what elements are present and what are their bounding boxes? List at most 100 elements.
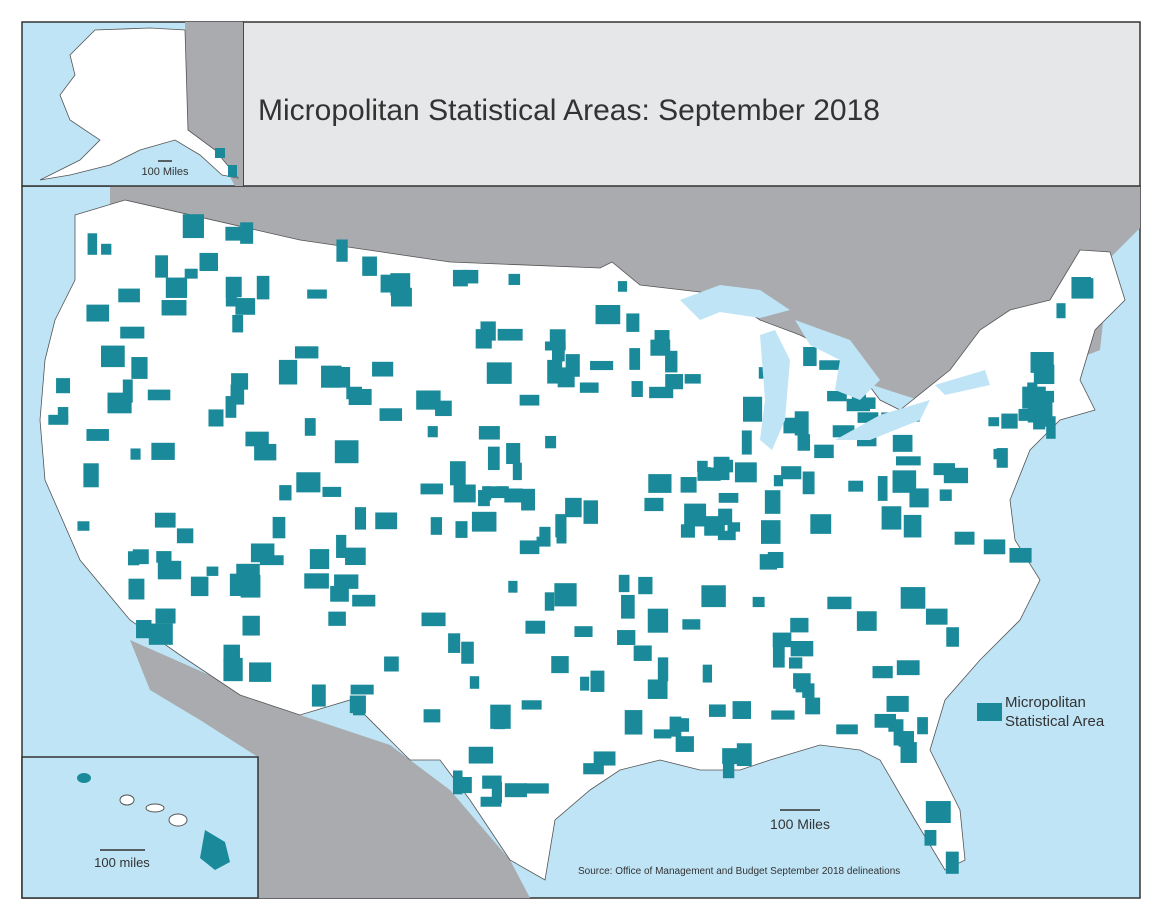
- micropolitan-area: [732, 701, 752, 719]
- micropolitan-area: [190, 576, 209, 597]
- micropolitan-area: [435, 400, 452, 417]
- micropolitan-area: [580, 676, 590, 691]
- micropolitan-area: [475, 329, 492, 349]
- micropolitan-area: [555, 514, 567, 538]
- micropolitan-area: [349, 695, 366, 714]
- micropolitan-area: [925, 801, 951, 824]
- micropolitan-area: [545, 435, 557, 449]
- title: Micropolitan Statistical Areas: Septembe…: [258, 94, 880, 127]
- micropolitan-area: [734, 462, 757, 483]
- micropolitan-area: [886, 695, 909, 712]
- scale-label: 100 Miles: [770, 816, 830, 832]
- micropolitan-area: [480, 796, 502, 807]
- micropolitan-area: [893, 731, 915, 746]
- source: Source: Office of Management and Budget …: [578, 866, 900, 877]
- micropolitan-area: [225, 396, 237, 418]
- micropolitan-area: [330, 585, 349, 602]
- micropolitan-area: [225, 276, 242, 298]
- micropolitan-area: [128, 578, 145, 600]
- micropolitan-area: [544, 592, 555, 611]
- micropolitan-area: [1040, 390, 1055, 403]
- micropolitan-area: [272, 516, 286, 539]
- micropolitan-area: [455, 521, 468, 538]
- micropolitan-area: [1001, 413, 1018, 429]
- micropolitan-area: [647, 679, 668, 699]
- micropolitan-area: [718, 508, 733, 526]
- micropolitan-area: [988, 417, 1000, 427]
- micropolitan-area: [536, 536, 548, 547]
- micropolitan-area: [430, 517, 443, 535]
- micropolitan-area: [595, 304, 621, 325]
- micropolitan-area: [453, 484, 476, 503]
- micropolitan-area: [421, 612, 446, 627]
- micropolitan-area: [648, 474, 672, 493]
- micropolitan-area: [156, 551, 172, 563]
- micropolitan-area: [549, 329, 566, 349]
- micropolitan-area: [232, 314, 244, 333]
- micropolitan-area: [773, 475, 784, 487]
- micropolitan-area: [547, 359, 563, 384]
- micropolitan-area: [101, 345, 125, 368]
- micropolitan-area: [618, 574, 630, 593]
- micropolitan-area: [675, 736, 694, 752]
- lake-erie: [835, 400, 930, 440]
- micropolitan-area: [304, 573, 329, 589]
- micropolitan-area: [294, 346, 319, 359]
- micropolitan-area: [83, 463, 99, 488]
- micropolitan-area: [629, 348, 641, 370]
- micropolitan-area: [236, 563, 260, 586]
- title-panel: [242, 21, 1141, 187]
- micropolitan-area: [235, 298, 256, 315]
- micropolitan-area: [278, 359, 298, 385]
- micropolitan-area: [579, 382, 599, 393]
- micropolitan-area: [525, 620, 546, 634]
- micropolitan-area: [223, 644, 240, 662]
- micropolitan-area: [895, 456, 921, 466]
- micropolitan-area: [336, 534, 347, 558]
- micropolitan-area: [814, 444, 834, 459]
- micropolitan-area: [176, 528, 194, 544]
- micropolitan-area: [701, 585, 726, 608]
- micropolitan-area: [57, 407, 69, 424]
- micropolitan-area: [167, 560, 180, 578]
- micropolitan-area: [657, 657, 669, 682]
- micropolitan-area: [722, 756, 735, 779]
- micropolitan-area: [77, 521, 90, 531]
- hawaii-inset: [21, 756, 259, 899]
- micropolitan-area: [675, 718, 690, 732]
- micropolitan-area: [793, 673, 811, 689]
- micropolitan-area: [697, 460, 708, 472]
- micropolitan-area: [877, 476, 888, 501]
- micropolitan-area: [519, 540, 540, 555]
- micropolitan-area: [909, 488, 929, 508]
- micropolitan-area: [101, 243, 112, 255]
- micropolitan-area: [199, 252, 218, 272]
- micropolitan-area: [249, 662, 272, 682]
- micropolitan-area: [521, 488, 536, 511]
- micropolitan-area: [155, 608, 176, 624]
- micropolitan-area: [352, 594, 376, 607]
- micropolitan-area: [127, 551, 140, 566]
- micropolitan-area: [478, 426, 500, 440]
- micropolitan-area: [644, 497, 664, 512]
- micropolitan-area: [120, 326, 145, 339]
- micropolitan-area: [583, 500, 598, 524]
- micropolitan-area: [350, 684, 374, 695]
- micropolitan-area: [1033, 364, 1055, 385]
- alaska-area: [228, 165, 237, 177]
- micropolitan-area: [490, 704, 511, 729]
- micropolitan-area: [665, 374, 683, 390]
- legend-swatch: [977, 703, 1002, 721]
- micropolitan-area: [307, 289, 327, 299]
- micropolitan-area: [497, 328, 523, 341]
- micropolitan-area: [827, 596, 852, 610]
- micropolitan-area: [354, 507, 367, 530]
- micropolitan-area: [206, 566, 219, 576]
- micropolitan-area: [1056, 303, 1066, 319]
- micropolitan-area: [836, 724, 858, 735]
- micropolitan-area: [783, 417, 802, 434]
- micropolitan-area: [322, 486, 342, 497]
- micropolitan-area: [506, 443, 521, 465]
